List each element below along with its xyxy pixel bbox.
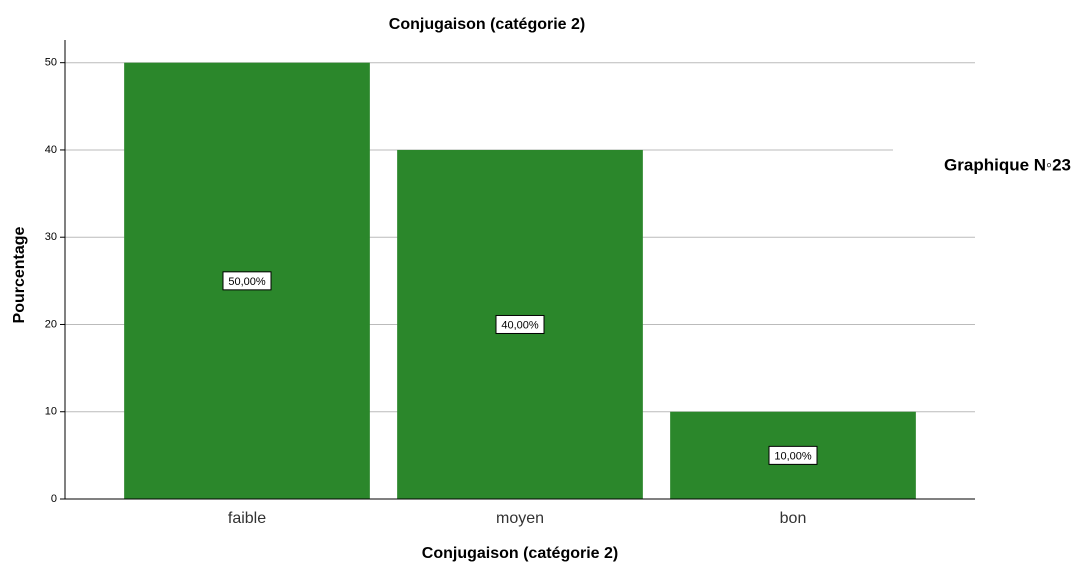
x-axis-label: Conjugaison (catégorie 2) xyxy=(422,545,618,562)
y-tick-label: 0 xyxy=(51,493,57,505)
value-label-box xyxy=(768,445,818,465)
chart-title: Conjugaison (catégorie 2) xyxy=(389,16,585,33)
y-tick-label: 50 xyxy=(45,57,57,69)
value-label-box xyxy=(495,314,545,334)
y-tick-label: 30 xyxy=(45,231,57,243)
y-tick-label: 40 xyxy=(45,144,57,156)
value-label: 10,00% xyxy=(774,450,812,462)
value-label-box xyxy=(222,271,272,291)
value-label: 40,00% xyxy=(501,319,539,331)
y-tick-label: 10 xyxy=(45,406,57,418)
y-axis-label: Pourcentage xyxy=(11,226,28,323)
value-label: 50,00% xyxy=(228,276,266,288)
annotation-bg xyxy=(893,148,1074,184)
x-tick-label: moyen xyxy=(496,510,544,527)
x-tick-label: bon xyxy=(780,510,807,527)
y-tick-label: 20 xyxy=(45,318,57,330)
annotation: Graphique N◦23 xyxy=(944,155,1071,174)
x-tick-label: faible xyxy=(228,510,266,527)
